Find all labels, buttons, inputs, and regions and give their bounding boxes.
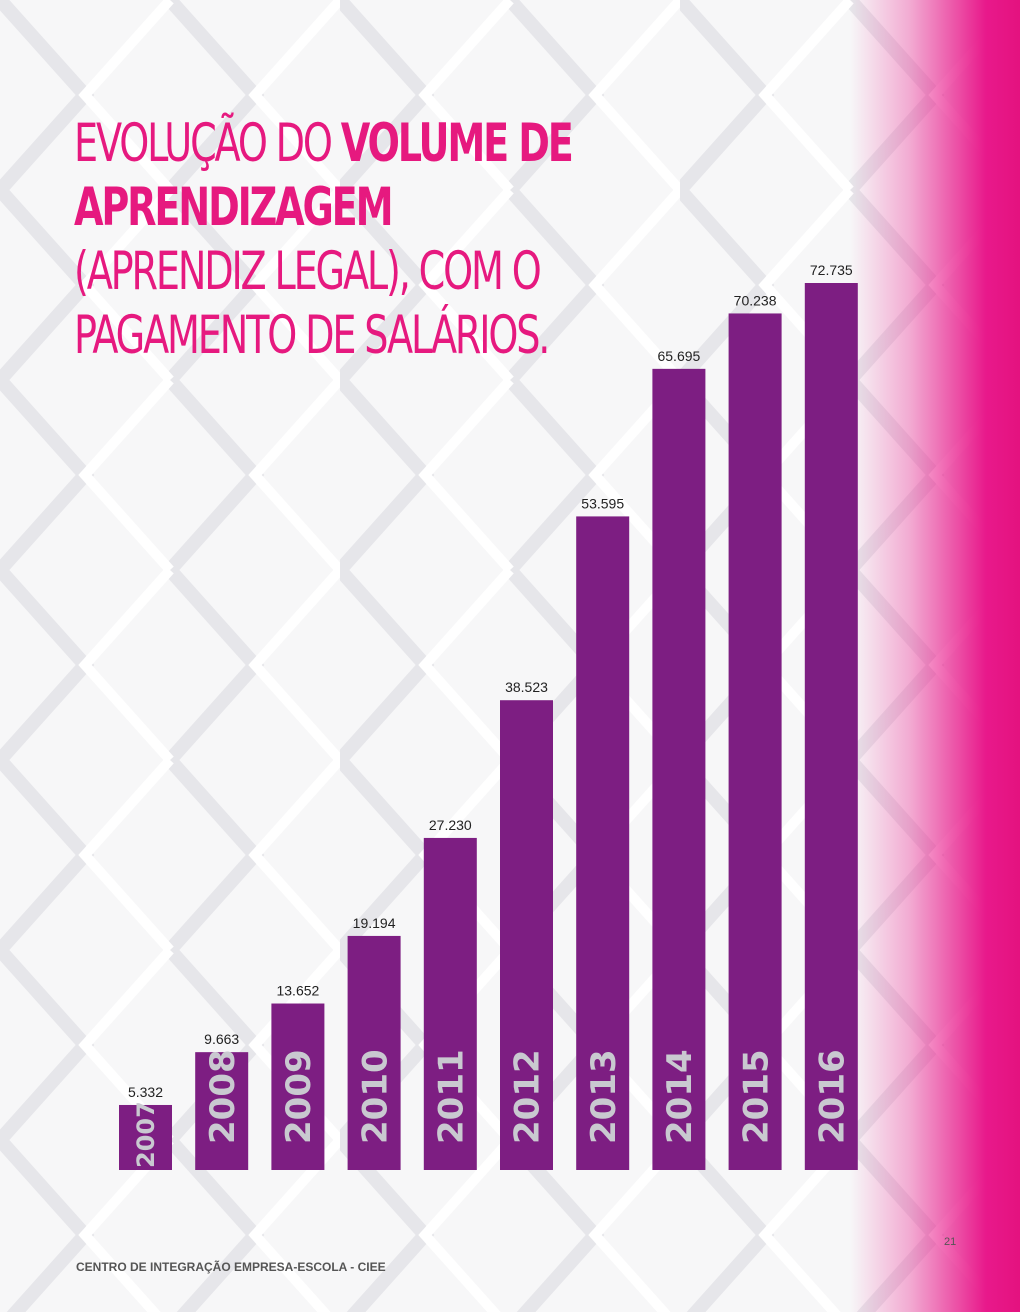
title-part-rest: (APRENDIZ LEGAL), COM O PAGAMENTO DE SAL…	[74, 241, 550, 366]
bar-2010	[347, 935, 401, 1170]
year-label-2009: 2009	[279, 1049, 319, 1144]
value-label-2013: 53.595	[581, 495, 624, 511]
value-label-2014: 65.695	[657, 348, 700, 364]
bar-2016	[804, 283, 858, 1170]
year-label-2011: 2011	[432, 1049, 472, 1144]
chart-title: EVOLUÇÃO DO VOLUME DE APRENDIZAGEM (APREN…	[74, 112, 650, 368]
year-label-2014: 2014	[660, 1049, 700, 1144]
year-label-2008: 2008	[203, 1049, 243, 1144]
bar-2012	[500, 700, 553, 1170]
year-label-2015: 2015	[736, 1049, 776, 1144]
bar-2009	[271, 1003, 325, 1170]
bar-2007	[119, 1104, 172, 1170]
value-label-2015: 70.238	[734, 292, 777, 308]
value-label-2007: 5.332	[128, 1084, 163, 1100]
value-label-2011: 27.230	[429, 817, 472, 833]
bar-2015	[728, 313, 782, 1170]
title-part-regular: EVOLUÇÃO DO	[74, 113, 341, 174]
year-label-2012: 2012	[508, 1049, 548, 1144]
value-label-2016: 72.735	[810, 262, 853, 278]
value-label-2012: 38.523	[505, 679, 548, 695]
page-number: 21	[944, 1236, 957, 1248]
bar-2014	[652, 368, 706, 1170]
bar-2013	[576, 516, 630, 1170]
decorative-pink-gradient	[850, 0, 1020, 1312]
title-part-bold: VOLUME DE APRENDIZAGEM	[74, 113, 574, 238]
value-label-2008: 9.663	[204, 1031, 239, 1047]
bar-2011	[423, 837, 477, 1170]
bar-2008	[195, 1052, 249, 1170]
year-label-2010: 2010	[355, 1049, 395, 1144]
footer-organization: CENTRO DE INTEGRAÇÃO EMPRESA-ESCOLA - CI…	[76, 1260, 386, 1274]
value-label-2009: 13.652	[276, 983, 319, 999]
value-label-2010: 19.194	[353, 915, 396, 931]
year-label-2013: 2013	[584, 1049, 624, 1144]
year-label-2016: 2016	[813, 1049, 853, 1144]
year-label-2007: 2007	[132, 1101, 160, 1168]
